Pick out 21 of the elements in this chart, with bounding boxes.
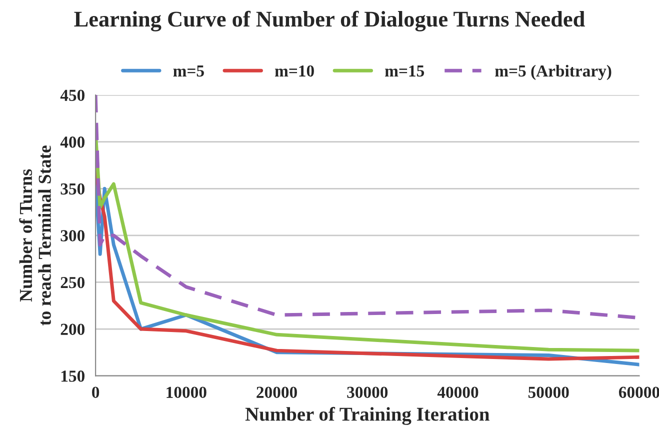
x-tick-label: 60000 bbox=[618, 386, 659, 398]
chart-title: Learning Curve of Number of Dialogue Turns Needed bbox=[74, 10, 585, 32]
y-tick-label: 350 bbox=[60, 183, 85, 195]
legend-label: m=15 bbox=[385, 65, 424, 77]
legend-label: m=10 bbox=[274, 65, 314, 77]
y-axis-title: Number of Turns to reach Terminal State bbox=[19, 146, 51, 326]
legend-label: m=5 (Arbitrary) bbox=[495, 64, 612, 80]
y-tick-label: 200 bbox=[60, 324, 85, 335]
x-tick-label: 20000 bbox=[256, 386, 297, 398]
legend-label: m=5 bbox=[173, 66, 204, 77]
x-axis-title: Number of Training Iteration bbox=[245, 406, 490, 425]
x-tick-label: 40000 bbox=[437, 386, 478, 398]
x-tick-label: 50000 bbox=[528, 386, 569, 398]
y-tick-label: 250 bbox=[60, 276, 85, 288]
x-tick-label: 30000 bbox=[347, 386, 388, 398]
x-tick-label: 0 bbox=[92, 386, 100, 398]
y-tick-label: 150 bbox=[61, 370, 85, 382]
y-tick-label: 450 bbox=[60, 90, 85, 101]
y-tick-label: 400 bbox=[60, 136, 85, 148]
x-tick-label: 10000 bbox=[166, 386, 206, 398]
y-tick-label: 300 bbox=[60, 230, 85, 242]
